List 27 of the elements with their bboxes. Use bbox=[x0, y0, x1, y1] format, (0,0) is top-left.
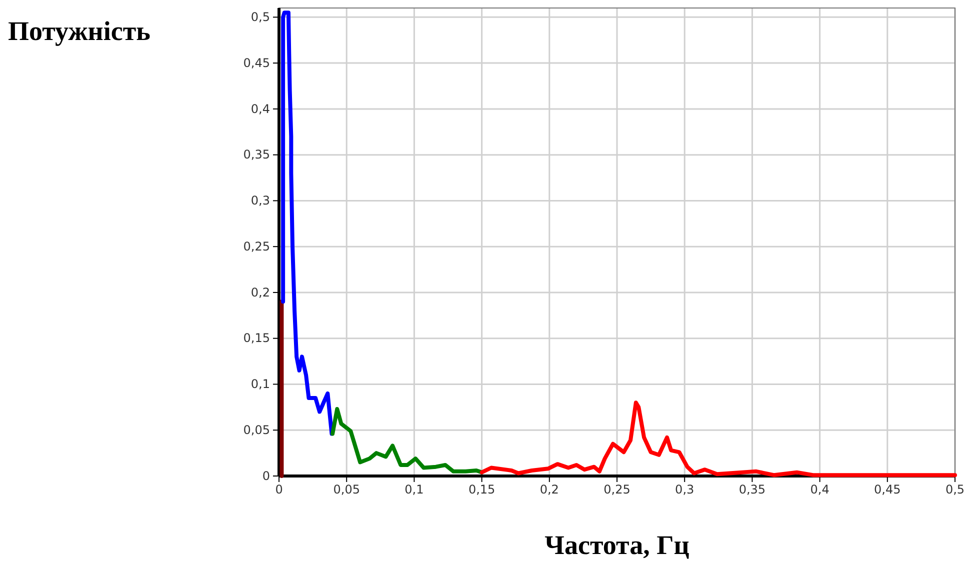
x-tick-label: 0,4 bbox=[810, 482, 830, 497]
x-tick-label: 0,35 bbox=[738, 482, 766, 497]
y-tick-label: 0,35 bbox=[243, 148, 270, 162]
x-tick-label: 0,45 bbox=[874, 482, 901, 497]
x-tick-label: 0,15 bbox=[468, 482, 496, 497]
y-tick-label: 0,2 bbox=[250, 285, 270, 300]
x-tick-label: 0,05 bbox=[333, 482, 360, 497]
x-tick-label: 0,25 bbox=[604, 482, 630, 497]
x-tick-label: 0,1 bbox=[404, 482, 424, 497]
y-tick-label: 0,1 bbox=[250, 377, 270, 392]
y-tick-label: 0 bbox=[262, 468, 270, 483]
x-tick-label: 0 bbox=[275, 482, 283, 497]
y-tick-label: 0,5 bbox=[250, 10, 270, 24]
y-axis-title: Потужність bbox=[8, 16, 150, 46]
line-series bbox=[281, 10, 334, 436]
y-tick-label: 0,25 bbox=[243, 239, 270, 254]
x-tick-label: 0,5 bbox=[945, 482, 965, 497]
x-tick-label: 0,3 bbox=[675, 482, 694, 497]
y-tick-label: 0,15 bbox=[243, 331, 270, 346]
line-series bbox=[330, 407, 484, 474]
line-series bbox=[480, 400, 957, 478]
x-tick-label: 0,2 bbox=[540, 482, 559, 497]
y-tick-label: 0,3 bbox=[250, 194, 270, 208]
y-tick-label: 0,05 bbox=[243, 422, 270, 437]
y-tick-label: 0,45 bbox=[243, 56, 270, 70]
y-tick-label: 0,4 bbox=[250, 102, 270, 116]
x-axis-title: Частота, Гц bbox=[544, 530, 690, 560]
